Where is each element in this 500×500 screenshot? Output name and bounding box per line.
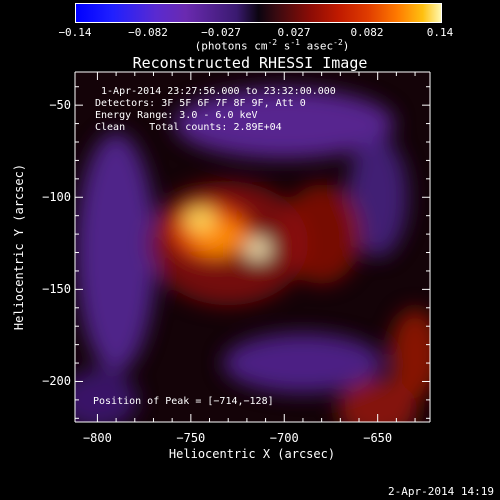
colorbar-tick-label: −0.082 [128,26,168,39]
x-axis-label: Heliocentric X (arcsec) [168,447,336,461]
info-line: Energy Range: 3.0 - 6.0 keV [95,110,258,121]
colorbar-unit: (photons cm-2 s-1 asec-2) [194,38,350,53]
y-tick-label: −200 [42,374,71,389]
info-line: 1-Apr-2014 23:27:56.000 to 23:32:00.000 [95,86,336,97]
y-axis-label: Heliocentric Y (arcsec) [12,163,26,331]
intensity-blob [75,369,138,422]
intensity-blob [347,137,408,258]
x-tick-label: −750 [176,431,206,445]
colorbar-tick-label: −0.027 [201,26,241,39]
intensity-blob [281,184,362,285]
intensity-blob [337,379,418,422]
timestamp: 2-Apr-2014 14:19 [388,485,494,498]
intensity-blob [184,207,217,232]
intensity-blob [222,333,383,394]
colorbar-tick-label: 0.027 [277,26,311,39]
y-tick-label: −50 [49,98,71,113]
colorbar [75,3,442,23]
y-tick-label: −100 [42,190,71,205]
image-plot: 1-Apr-2014 23:27:56.000 to 23:32:00.000 D… [75,72,430,422]
heatmap-image [75,72,430,422]
chart-title: Reconstructed RHESSI Image [132,54,368,72]
intensity-blob [76,132,157,373]
peak-position-label: Position of Peak = [−714,−128] [93,396,274,407]
x-tick-label: −700 [269,431,299,445]
x-tick-label: −800 [82,431,112,445]
x-tick-label: −650 [363,431,393,445]
intensity-blob [246,238,271,259]
colorbar-tick-label: 0.082 [350,26,384,39]
y-tick-label: −150 [42,282,71,297]
info-line: Clean Total counts: 2.89E+04 [95,122,282,133]
colorbar-tick-label: −0.14 [58,26,92,39]
colorbar-tick-label: 0.14 [426,26,454,39]
intensity-blob [390,308,430,399]
info-line: Detectors: 3F 5F 6F 7F 8F 9F, Att 0 [95,98,306,109]
intensity-blob [174,88,395,159]
